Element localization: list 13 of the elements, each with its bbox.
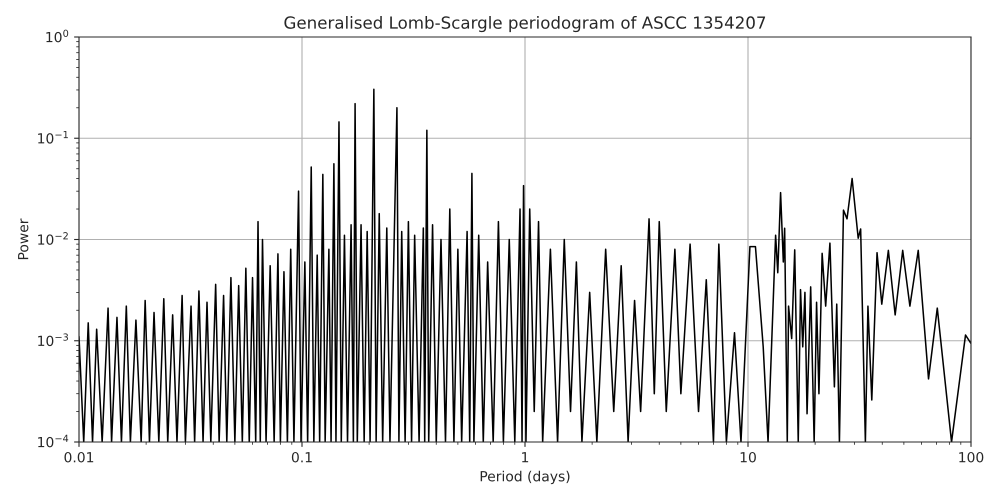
x-tick-label: 1: [522, 452, 528, 462]
y-axis-title: Power: [18, 218, 28, 260]
y-tick-label: 10$^{−1}$: [38, 131, 68, 144]
y-tick-label: 10$^{0}$: [46, 30, 68, 42]
y-tick-label: 10$^{−3}$: [38, 333, 68, 346]
y-tick-label: 10$^{−2}$: [38, 232, 68, 245]
x-tick-label: 100: [959, 452, 984, 462]
x-tick-label: 0.01: [64, 452, 94, 462]
y-tick-label: 10$^{−4}$: [38, 434, 68, 448]
x-tick-label: 0.1: [292, 452, 312, 462]
x-tick-label: 10: [740, 452, 756, 462]
x-axis-title: Period (days): [480, 470, 570, 484]
chart-title: Generalised Lomb-Scargle periodogram of ASCC 1354207: [284, 16, 766, 32]
